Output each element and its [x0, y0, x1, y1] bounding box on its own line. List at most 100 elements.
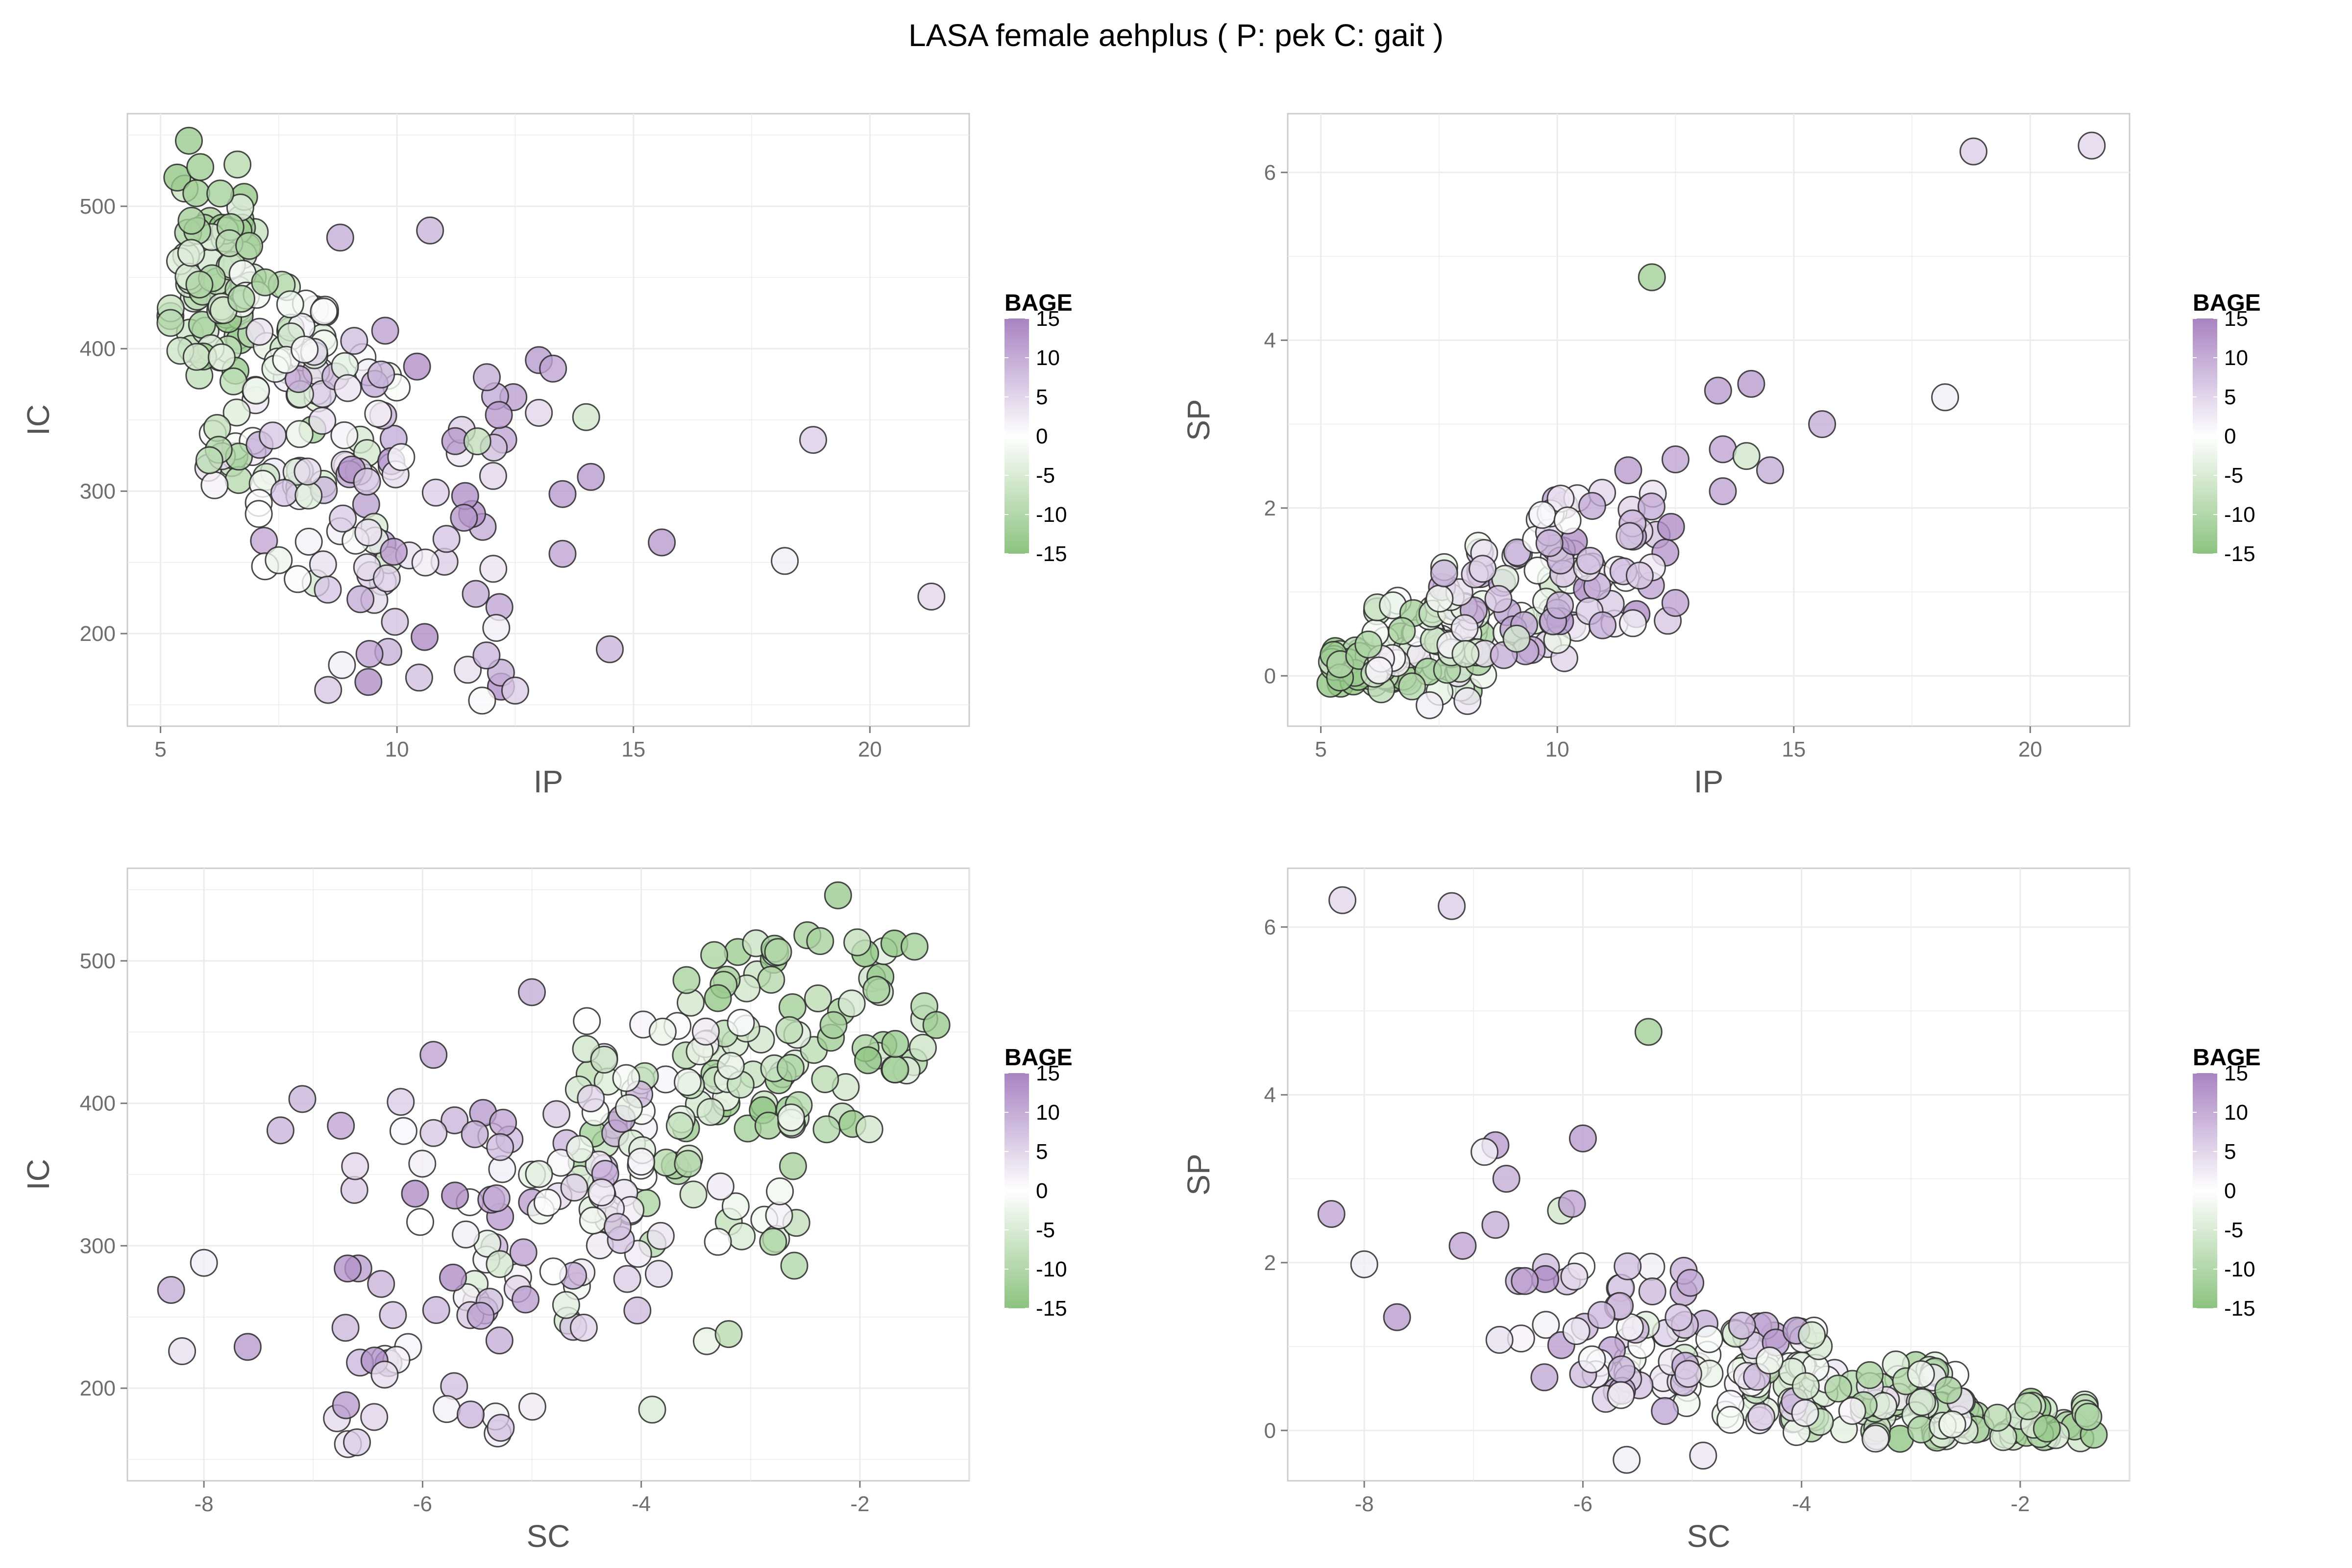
data-point — [1798, 1321, 1826, 1349]
legend-tick-label: 10 — [1036, 346, 1060, 370]
data-point — [900, 932, 929, 961]
data-point — [804, 984, 832, 1012]
data-point — [1587, 1301, 1616, 1329]
data-point — [355, 640, 384, 668]
data-point — [837, 989, 866, 1018]
data-point — [862, 976, 891, 1004]
data-point — [627, 1148, 656, 1176]
data-point — [1388, 617, 1416, 645]
data-point — [1616, 522, 1644, 550]
legend-colorbar — [1004, 318, 1029, 554]
x-tick-label: -8 — [1355, 1492, 1374, 1516]
data-point — [207, 343, 236, 371]
data-point — [674, 1068, 702, 1096]
data-point — [1530, 1363, 1559, 1392]
legend-tick-label: -10 — [2224, 503, 2255, 527]
data-point — [1934, 1376, 1962, 1404]
data-point — [265, 546, 293, 574]
data-point — [704, 1227, 732, 1256]
y-tick-label: 500 — [80, 949, 116, 973]
data-point — [613, 1265, 641, 1293]
data-point — [1430, 559, 1458, 588]
data-point — [588, 1178, 616, 1206]
legend-tick-label: 0 — [1036, 424, 1048, 448]
x-axis-title: SC — [1687, 1519, 1731, 1554]
data-point — [518, 978, 546, 1006]
data-point — [175, 126, 203, 155]
data-point — [1558, 1190, 1586, 1218]
data-point — [2074, 1402, 2103, 1431]
x-tick-label: -2 — [850, 1492, 869, 1516]
x-axis-title: IP — [1694, 764, 1723, 799]
data-point — [1607, 1355, 1636, 1384]
data-point — [1709, 435, 1737, 464]
data-point — [645, 1260, 673, 1288]
legend-tick-label: 5 — [2224, 385, 2236, 409]
data-point — [185, 270, 214, 299]
data-point — [759, 1227, 787, 1256]
data-point — [422, 1296, 450, 1324]
data-point — [1984, 1403, 2011, 1432]
data-point — [596, 635, 624, 663]
data-point — [1383, 1303, 1411, 1331]
data-point — [360, 1403, 389, 1431]
data-point — [251, 268, 279, 296]
data-point — [200, 471, 229, 499]
x-tick-label: -8 — [195, 1492, 214, 1516]
y-tick-label: 200 — [80, 622, 116, 646]
data-point — [648, 1017, 677, 1046]
data-point — [411, 623, 439, 651]
data-point — [855, 1115, 883, 1144]
data-point — [854, 1046, 882, 1075]
data-point — [245, 318, 274, 346]
data-point — [439, 1263, 467, 1292]
data-point — [353, 467, 381, 496]
legend-tick-label: 5 — [1036, 1140, 1048, 1164]
data-point — [224, 466, 253, 494]
data-point — [1485, 1325, 1514, 1354]
legend-tick-label: 0 — [1036, 1179, 1048, 1203]
legend-tick-label: -10 — [1036, 503, 1067, 527]
legend-tick-label: 0 — [2224, 424, 2236, 448]
legend-tick-label: -15 — [2224, 1297, 2255, 1321]
data-point — [1651, 1397, 1679, 1425]
data-point — [1453, 687, 1482, 715]
legend-colorbar — [2193, 318, 2217, 554]
data-point — [577, 463, 605, 491]
data-point — [479, 462, 507, 490]
x-axis-title: IP — [534, 764, 563, 799]
data-point — [403, 352, 431, 381]
data-point — [1425, 585, 1454, 612]
data-point — [177, 239, 205, 267]
points — [156, 126, 946, 715]
data-point — [1756, 456, 1784, 485]
data-point — [691, 1017, 720, 1046]
data-point — [766, 1177, 794, 1205]
data-point — [560, 1174, 588, 1202]
data-point — [780, 1251, 808, 1280]
data-point — [227, 285, 255, 313]
y-axis-title: IC — [21, 1159, 56, 1190]
y-axis-title: SP — [1181, 399, 1216, 441]
data-point — [1625, 562, 1654, 590]
data-point — [487, 1414, 515, 1442]
data-point — [1755, 1347, 1784, 1374]
data-point — [489, 1108, 517, 1137]
legend-tick-label: 10 — [1036, 1101, 1060, 1125]
legend-tick-label: 5 — [1036, 385, 1048, 409]
data-point — [779, 1152, 807, 1180]
data-point — [1451, 640, 1480, 668]
legend-tick-label: 5 — [2224, 1140, 2236, 1164]
data-point — [432, 525, 461, 553]
data-point — [1728, 1312, 1756, 1340]
data-point — [1676, 1269, 1705, 1297]
data-point — [881, 1055, 909, 1084]
data-point — [917, 583, 946, 611]
data-point — [777, 1103, 805, 1132]
data-point — [334, 1254, 362, 1283]
data-point — [1907, 1360, 1935, 1388]
data-point — [552, 1291, 580, 1319]
data-point — [454, 656, 482, 684]
data-point — [727, 1008, 755, 1037]
